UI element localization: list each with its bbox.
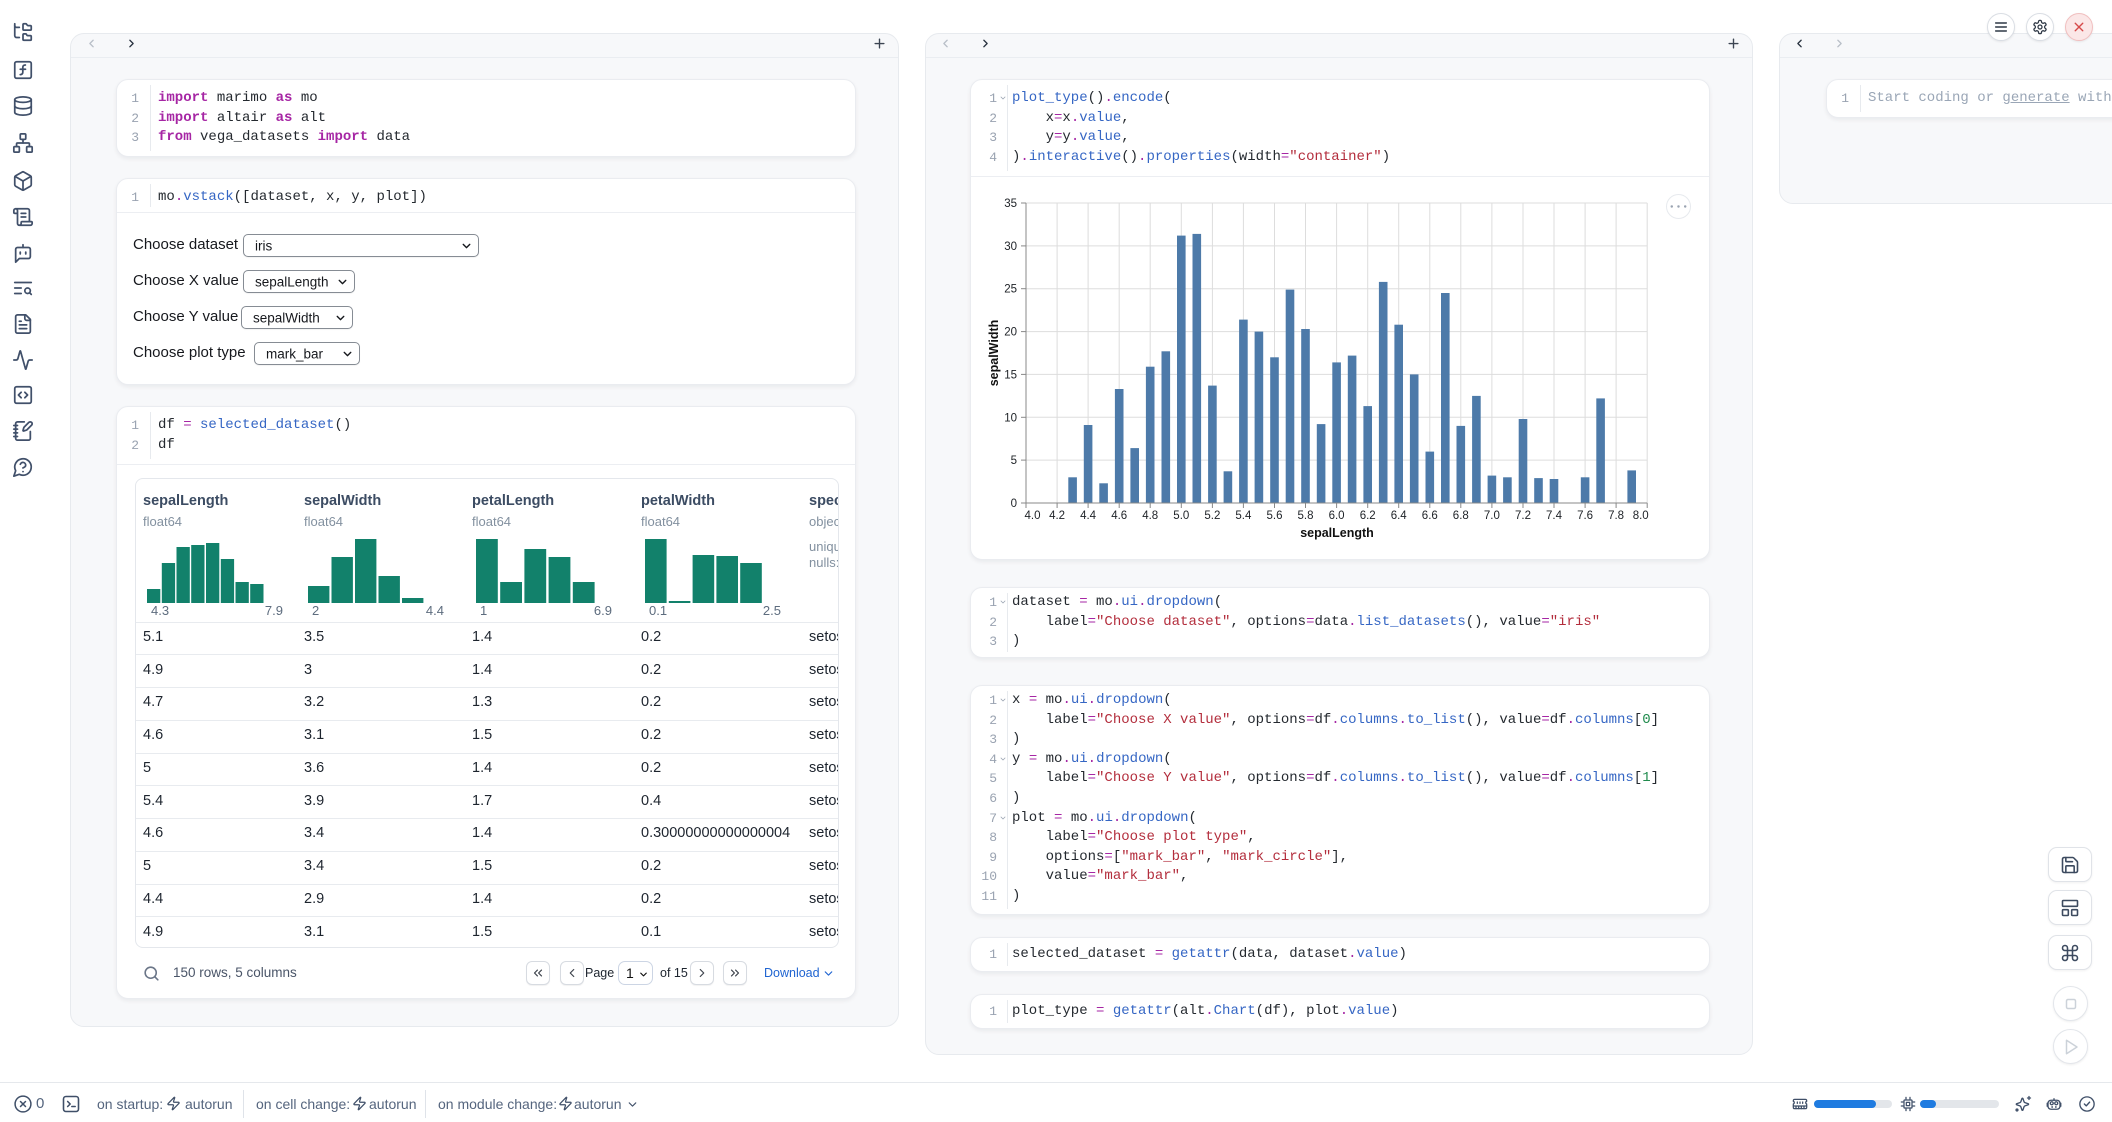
svg-text:6.4: 6.4 <box>1391 510 1408 522</box>
svg-text:5: 5 <box>1011 455 1017 467</box>
svg-text:15: 15 <box>1004 369 1017 381</box>
svg-text:4.4: 4.4 <box>1080 510 1097 522</box>
svg-text:6.6: 6.6 <box>1422 510 1438 522</box>
svg-text:10: 10 <box>1004 412 1017 424</box>
svg-text:5.2: 5.2 <box>1204 510 1220 522</box>
svg-text:25: 25 <box>1004 284 1017 296</box>
svg-text:30: 30 <box>1004 241 1017 253</box>
svg-text:7.6: 7.6 <box>1577 510 1593 522</box>
svg-text:35: 35 <box>1004 198 1017 210</box>
svg-text:7.2: 7.2 <box>1515 510 1531 522</box>
svg-text:4.6: 4.6 <box>1111 510 1127 522</box>
svg-text:7.8: 7.8 <box>1608 510 1624 522</box>
svg-text:5.8: 5.8 <box>1298 510 1314 522</box>
svg-text:sepalLength: sepalLength <box>1300 526 1374 540</box>
svg-text:6.0: 6.0 <box>1329 510 1345 522</box>
svg-text:6.2: 6.2 <box>1360 510 1376 522</box>
svg-text:5.6: 5.6 <box>1267 510 1283 522</box>
svg-text:6.8: 6.8 <box>1453 510 1469 522</box>
svg-text:7.4: 7.4 <box>1546 510 1563 522</box>
svg-text:4.2: 4.2 <box>1049 510 1065 522</box>
svg-text:5.4: 5.4 <box>1235 510 1252 522</box>
svg-text:5.0: 5.0 <box>1173 510 1189 522</box>
svg-text:8.0: 8.0 <box>1633 510 1649 522</box>
svg-text:0: 0 <box>1011 498 1017 510</box>
svg-text:20: 20 <box>1004 327 1017 339</box>
svg-text:4.0: 4.0 <box>1025 510 1041 522</box>
svg-text:4.8: 4.8 <box>1142 510 1158 522</box>
svg-text:sepalWidth: sepalWidth <box>987 320 1001 387</box>
svg-text:7.0: 7.0 <box>1484 510 1500 522</box>
